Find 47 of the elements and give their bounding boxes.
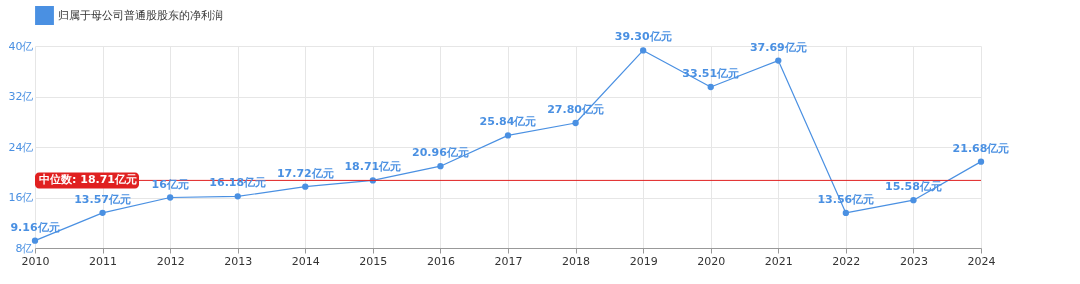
- x-tick-label: 2018: [562, 254, 591, 268]
- legend-label: 归属于母公司普通股股东的净利润: [58, 8, 223, 22]
- point: [910, 197, 917, 204]
- x-tick-label: 2020: [697, 254, 726, 268]
- point: [31, 237, 39, 244]
- data-label: 33.51亿元: [682, 66, 740, 80]
- point: [775, 57, 782, 64]
- x-tick-label: 2017: [494, 254, 523, 268]
- data-label: 37.69亿元: [749, 40, 807, 54]
- x-tick-label: 2013: [224, 254, 253, 268]
- ref-line-label: 中位数: 18.71亿元: [39, 173, 138, 187]
- point: [842, 209, 850, 217]
- data-label: 21.68亿元: [952, 141, 1010, 155]
- data-label: 25.84亿元: [479, 115, 537, 129]
- y-tick-label: 8亿: [15, 241, 34, 255]
- y-tick-label: 32亿: [8, 90, 34, 103]
- data-label: 18.71亿元: [344, 160, 402, 174]
- x-tick-label: 2021: [764, 254, 793, 268]
- data-label: 17.72亿元: [276, 166, 334, 180]
- data-label: 9.16亿元: [10, 220, 60, 234]
- x-tick-label: 2010: [21, 254, 50, 268]
- x-tick-label: 2014: [291, 254, 320, 268]
- point: [99, 209, 106, 216]
- x-tick-label: 2024: [967, 254, 996, 268]
- x-tick-label: 2012: [156, 254, 185, 268]
- point: [707, 83, 714, 91]
- point: [639, 47, 647, 54]
- x-tick-label: 2023: [899, 254, 928, 268]
- point: [302, 183, 309, 190]
- data-label: 16亿元: [151, 177, 189, 191]
- x-tick-label: 2019: [629, 254, 658, 268]
- point: [166, 194, 174, 201]
- x-tick-label: 2015: [359, 254, 388, 268]
- point: [437, 163, 444, 170]
- x-tick-label: 2022: [832, 254, 861, 268]
- y-tick-label: 24亿: [8, 140, 34, 154]
- data-label: 20.96亿元: [412, 146, 469, 160]
- x-tick-label: 2011: [89, 254, 118, 268]
- x-tick-label: 2016: [426, 254, 455, 268]
- point: [234, 193, 241, 200]
- data-label: 13.57亿元: [74, 192, 131, 206]
- point: [504, 132, 512, 139]
- y-tick-label: 16亿: [8, 191, 34, 204]
- y-tick-label: 40亿: [8, 39, 34, 53]
- point: [572, 119, 579, 127]
- data-label: 39.30亿元: [614, 30, 672, 44]
- point: [977, 158, 985, 165]
